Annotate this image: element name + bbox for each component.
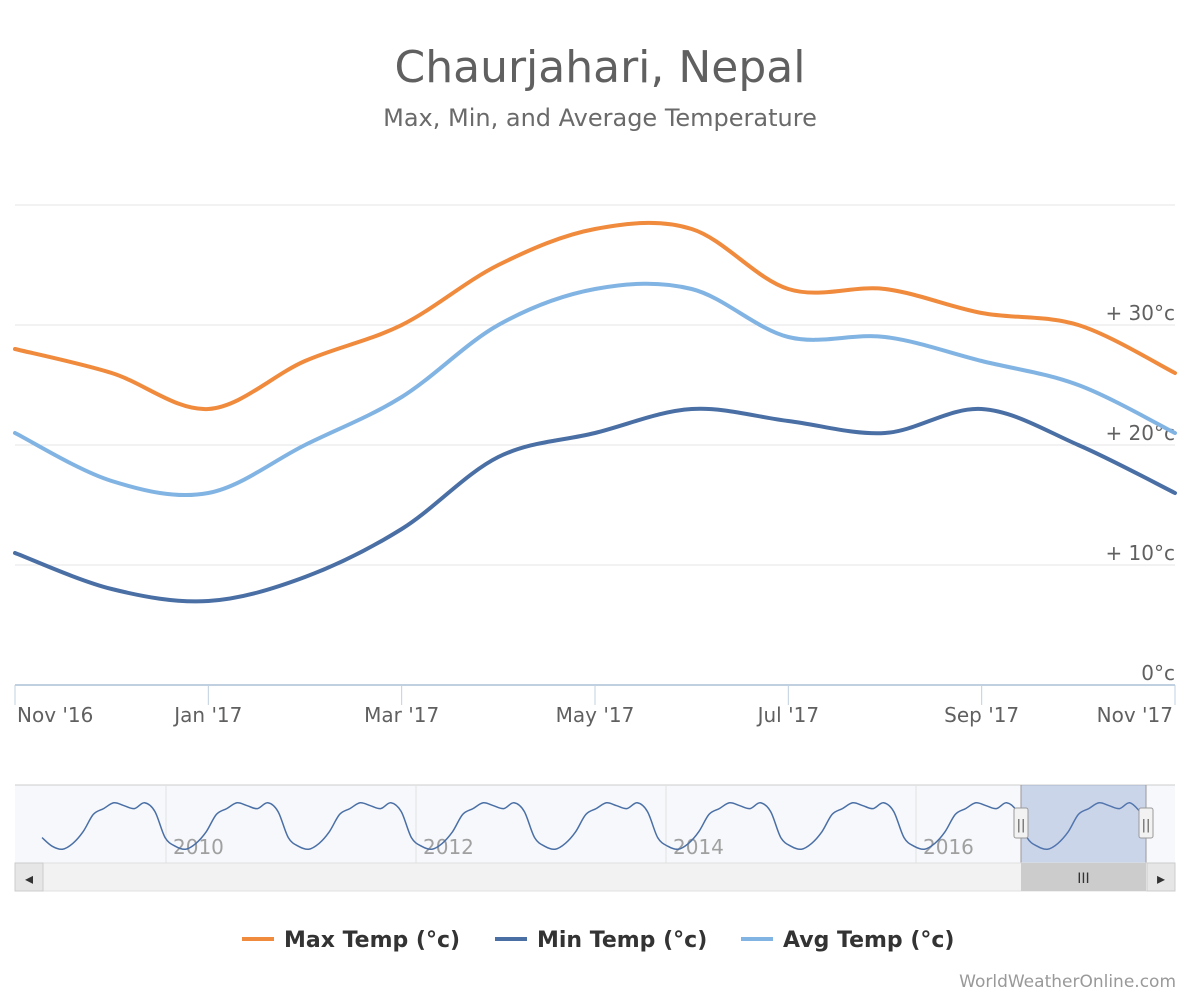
legend[interactable]: Max Temp (°c) Min Temp (°c) Avg Temp (°c)	[242, 928, 954, 953]
y-tick-label: + 10°c	[1105, 541, 1175, 565]
scrollbar-track[interactable]	[14, 862, 1176, 892]
navigator-year-label: 2012	[423, 835, 474, 859]
navigator-handle[interactable]	[1013, 807, 1029, 839]
x-axis: Nov '16 Jan '17 Mar '17 May '17 Jul '17 Sep '…	[14, 684, 1176, 727]
navigator-year-label: 2010	[173, 835, 224, 859]
legend-item-label[interactable]: Avg Temp (°c)	[783, 928, 954, 953]
series-line	[13, 220, 1177, 412]
series-line	[13, 406, 1177, 604]
x-tick-label: May '17	[556, 703, 635, 727]
scroll-right-button[interactable]	[1146, 862, 1176, 892]
navigator-year-label: 2016	[923, 835, 974, 859]
scrollbar-grip: III	[1077, 871, 1089, 887]
chevron-right-icon[interactable]: ▸	[1157, 869, 1165, 888]
navigator-plot-area	[15, 785, 1175, 863]
y-tick-label: + 20°c	[1105, 421, 1175, 445]
chart-title: Chaurjahari, Nepal	[394, 42, 806, 93]
navigator-handle[interactable]	[1138, 807, 1154, 839]
credit-link[interactable]: WorldWeatherOnline.com	[959, 972, 1176, 992]
gridlines: 0°c + 10°c + 20°c + 30°c	[15, 204, 1175, 685]
scrollbar-thumb[interactable]	[1021, 863, 1146, 891]
x-tick-label: Nov '17	[1097, 703, 1173, 727]
chevron-left-icon[interactable]: ◂	[25, 869, 33, 888]
x-tick-label: Jul '17	[756, 703, 819, 727]
y-tick-label: + 30°c	[1105, 301, 1175, 325]
y-tick-label: 0°c	[1141, 661, 1175, 685]
x-tick-label: Sep '17	[944, 703, 1019, 727]
legend-item-label[interactable]: Min Temp (°c)	[537, 928, 707, 953]
x-tick-label: Mar '17	[364, 703, 439, 727]
navigator[interactable]: 2010 2012 2014 2016 || || ◂ III ▸	[14, 784, 1176, 892]
legend-item-label[interactable]: Max Temp (°c)	[284, 928, 460, 953]
navigator-handle-glyph: ||	[1017, 818, 1026, 833]
scroll-left-button[interactable]	[14, 862, 44, 892]
series-line	[13, 281, 1177, 498]
navigator-handle-glyph: ||	[1142, 818, 1151, 833]
navigator-series	[41, 801, 1141, 851]
chart-subtitle: Max, Min, and Average Temperature	[383, 104, 817, 132]
x-tick-label: Jan '17	[172, 703, 242, 727]
navigator-year-label: 2014	[673, 835, 724, 859]
x-tick-label: Nov '16	[17, 703, 93, 727]
navigator-selection[interactable]	[1021, 785, 1146, 863]
series-lines	[13, 220, 1177, 604]
